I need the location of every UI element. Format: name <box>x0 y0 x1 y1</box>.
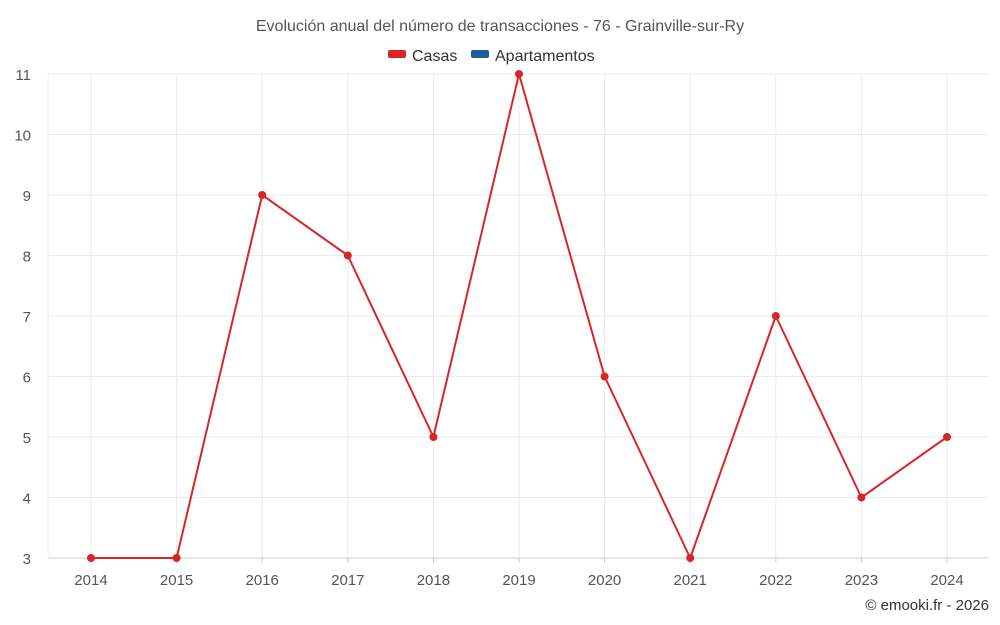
y-tick-label: 9 <box>23 188 31 205</box>
credit-text: © emooki.fr - 2026 <box>865 597 989 614</box>
x-tick-label: 2020 <box>588 572 621 589</box>
y-tick-label: 8 <box>23 249 31 266</box>
legend-label-casas: Casas <box>412 48 457 65</box>
legend: Casas Apartamentos <box>388 48 595 65</box>
data-point-casas <box>172 554 181 562</box>
x-tick-label: 2024 <box>930 572 963 589</box>
data-point-casas <box>515 70 523 78</box>
data-point-casas <box>686 554 695 562</box>
y-tick-label: 4 <box>23 491 31 508</box>
data-point-casas <box>943 433 951 441</box>
axes: 3 4 5 6 7 8 9 10 11 2014 2015 2016 2017 2018 2019 2020 2… <box>14 67 989 589</box>
data-point-casas <box>343 251 352 260</box>
data-point-casas <box>87 554 95 562</box>
x-tick-label: 2018 <box>417 572 450 589</box>
y-tick-label: 10 <box>14 128 31 145</box>
x-tick-label: 2019 <box>502 572 535 589</box>
legend-item-casas[interactable]: Casas <box>388 48 457 65</box>
data-point-casas <box>258 191 267 199</box>
data-point-casas <box>429 433 438 441</box>
series-casas <box>87 70 951 562</box>
data-point-casas <box>600 372 609 381</box>
legend-swatch-casas <box>388 50 406 58</box>
data-point-casas <box>771 312 780 320</box>
legend-swatch-apartamentos <box>471 50 489 58</box>
legend-label-apartamentos: Apartamentos <box>495 48 595 65</box>
x-tick-label: 2014 <box>74 572 107 589</box>
y-tick-label: 6 <box>23 370 31 387</box>
chart-title: Evolución anual del número de transaccio… <box>256 18 744 35</box>
y-tick-label: 5 <box>23 430 31 447</box>
y-tick-label: 11 <box>15 67 31 84</box>
grid <box>48 73 989 558</box>
x-tick-label: 2017 <box>331 572 364 589</box>
x-tick-label: 2023 <box>845 572 878 589</box>
x-tick-label: 2022 <box>759 572 792 589</box>
x-tick-label: 2016 <box>246 572 279 589</box>
y-tick-label: 3 <box>23 551 31 568</box>
y-tick-label: 7 <box>23 309 31 326</box>
x-tick-label: 2015 <box>160 572 193 589</box>
x-tick-label: 2021 <box>674 572 707 589</box>
data-point-casas <box>857 493 866 502</box>
legend-item-apartamentos[interactable]: Apartamentos <box>471 48 595 65</box>
